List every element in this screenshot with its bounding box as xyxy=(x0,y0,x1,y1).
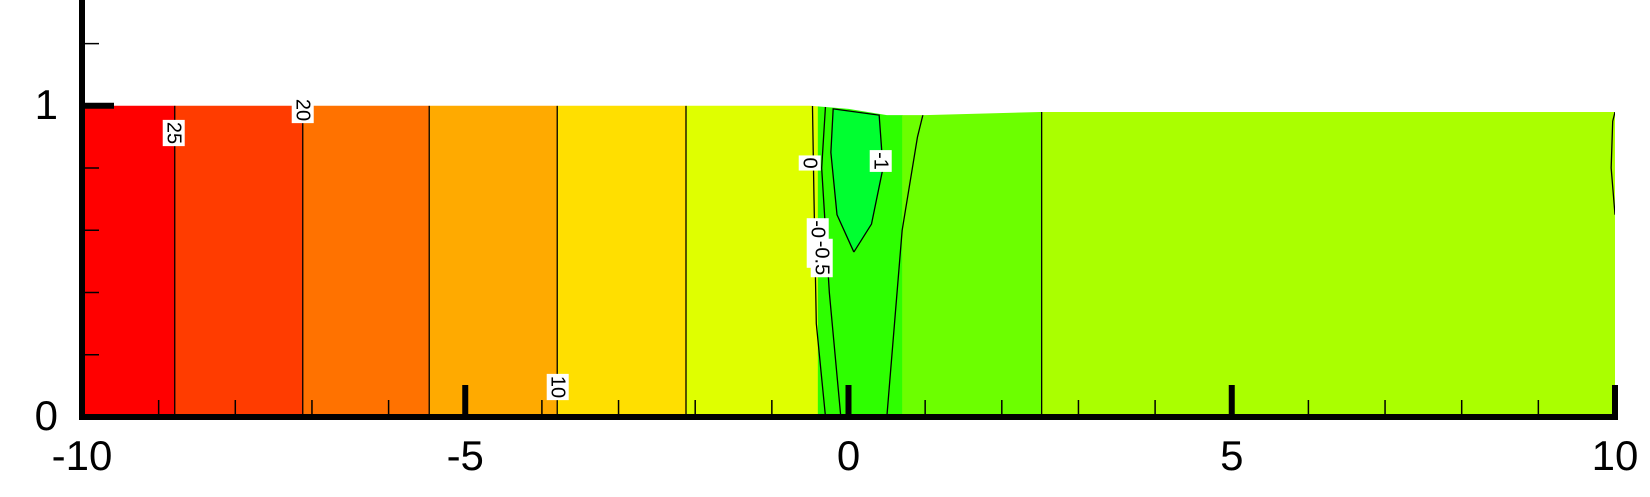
contour-line xyxy=(886,114,924,417)
contour-label-bg xyxy=(869,150,892,172)
contour-label-bg xyxy=(162,119,185,147)
contour-label: 25 xyxy=(163,122,185,144)
contour-band xyxy=(902,105,1043,417)
contour-label-bg xyxy=(546,373,569,401)
contour-label: -0.5 xyxy=(811,241,833,275)
y-tick-label: 0 xyxy=(35,392,58,439)
contour-label-bg xyxy=(798,155,821,171)
contour-band xyxy=(174,105,304,417)
x-tick-label: 0 xyxy=(837,432,860,479)
x-tick-label: 5 xyxy=(1220,432,1243,479)
contour-line xyxy=(830,108,884,253)
contour-label-bg xyxy=(291,96,314,124)
x-tick-label: -10 xyxy=(52,432,113,479)
y-tick-label: 1 xyxy=(35,81,58,128)
contour-band xyxy=(82,105,176,417)
contour-band xyxy=(302,105,430,417)
contour-label: 20 xyxy=(292,99,314,121)
contour-label-group: 20 xyxy=(291,96,314,124)
contour-label-bg xyxy=(810,238,833,278)
contour-label: -1 xyxy=(870,152,892,170)
contour-band xyxy=(429,105,558,417)
x-tick-label: 10 xyxy=(1592,432,1639,479)
contour-label-group: 10 xyxy=(546,373,569,401)
contour-label-group: 0 xyxy=(798,155,821,171)
contour-band xyxy=(1041,105,1615,417)
contour-band xyxy=(686,105,819,417)
contour-label-group: 25 xyxy=(162,119,185,147)
contour-label-group: -1 xyxy=(869,150,892,172)
x-tick-label: -5 xyxy=(447,432,484,479)
contour-label-group: -0.5 xyxy=(810,238,833,278)
contour-label: 10 xyxy=(547,376,569,398)
contour-band xyxy=(557,105,687,417)
plot-area xyxy=(82,105,1615,417)
contour-line xyxy=(1610,111,1615,215)
contour-label: 0 xyxy=(799,157,821,168)
